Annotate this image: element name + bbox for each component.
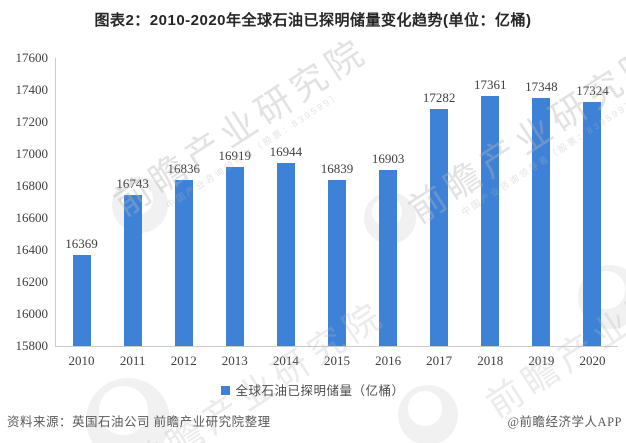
bar-slot: 16839 2015	[311, 58, 362, 368]
bar-2020	[583, 102, 602, 346]
chart-title: 图表2：2010-2020年全球石油已探明储量变化趋势(单位：亿桶)	[94, 12, 532, 29]
y-axis-tick-label: 17000	[15, 145, 49, 161]
x-axis-tick-label: 2020	[579, 353, 606, 368]
x-axis-tick-label: 2018	[477, 353, 504, 368]
y-axis-tick-label: 15800	[15, 338, 49, 353]
bar-2012	[174, 180, 193, 346]
bar-slot: 16836 2012	[158, 58, 209, 368]
y-axis-tick-label: 17400	[15, 81, 49, 97]
bar-2010	[72, 254, 91, 346]
bar-2013	[225, 166, 244, 346]
bar-value-label: 16944	[269, 143, 303, 159]
bar-2019	[532, 98, 551, 346]
x-axis-tick-label: 2014	[272, 353, 299, 368]
legend-marker-icon	[221, 385, 231, 395]
y-axis-tick-label: 16200	[15, 274, 49, 289]
x-axis-tick-label: 2015	[323, 353, 350, 368]
x-axis-tick-label: 2011	[119, 353, 146, 368]
bar-2016	[379, 169, 398, 346]
bar-value-label: 16369	[65, 235, 98, 251]
y-axis-tick-label: 16400	[15, 241, 49, 257]
x-axis-tick-label: 2019	[528, 353, 555, 368]
watermark-logo-icon	[86, 378, 170, 443]
bar-value-label: 16836	[167, 161, 200, 177]
x-axis-tick-label: 2013	[221, 353, 248, 368]
credit-note: @前瞻经济学人APP	[507, 415, 622, 429]
legend: 全球石油已探明储量（亿桶）	[0, 380, 626, 399]
bar-value-label: 17282	[422, 89, 456, 105]
y-axis-tick-label: 17200	[15, 113, 49, 129]
bar-value-label: 17348	[525, 79, 558, 95]
bar-2011	[123, 195, 142, 346]
x-axis-tick-label: 2010	[68, 353, 95, 368]
plot-area: 15800 16000 16200 16400 16600 16800 17000 17200…	[16, 50, 618, 368]
watermark-logo-icon	[398, 385, 458, 443]
bar-slot: 17324 2020	[567, 58, 618, 368]
bar-value-label: 16903	[371, 150, 405, 166]
bar-value-label: 16919	[218, 147, 252, 163]
bar-value-label: 17361	[474, 77, 507, 93]
bar-value-label: 16743	[116, 176, 149, 192]
y-axis-tick-label: 16800	[15, 177, 49, 193]
y-axis-tick-label: 16000	[15, 305, 49, 321]
source-note: 资料来源：英国石油公司 前瞻产业研究院整理	[7, 415, 271, 429]
bar-2015	[327, 179, 346, 346]
y-axis-tick-label: 16600	[15, 210, 49, 225]
bar-slot: 16369 2010	[56, 58, 107, 368]
bar-slot: 16944 2014	[260, 58, 311, 368]
bar-slot: 17282 2017	[414, 58, 465, 368]
bar-slot: 16743 2011	[107, 58, 158, 368]
x-axis-tick-label: 2017	[426, 353, 453, 368]
bar-value-label: 17324	[576, 83, 609, 99]
footer: 资料来源：英国石油公司 前瞻产业研究院整理 @前瞻经济学人APP	[0, 411, 626, 430]
bar-slot: 16903 2016	[363, 58, 414, 368]
bar-value-label: 16839	[320, 160, 354, 176]
bar-2014	[276, 162, 295, 346]
x-axis-tick-label: 2016	[375, 353, 402, 368]
bar-slot: 17361 2018	[465, 58, 516, 368]
bar-slot: 16919 2013	[209, 58, 260, 368]
bar-2018	[481, 96, 500, 346]
y-axis-tick-label: 17600	[15, 50, 49, 65]
x-axis-tick-label: 2012	[170, 353, 197, 368]
bar-slot: 17348 2019	[516, 58, 567, 368]
bar-2017	[430, 108, 449, 346]
legend-label: 全球石油已探明储量（亿桶）	[235, 384, 405, 398]
